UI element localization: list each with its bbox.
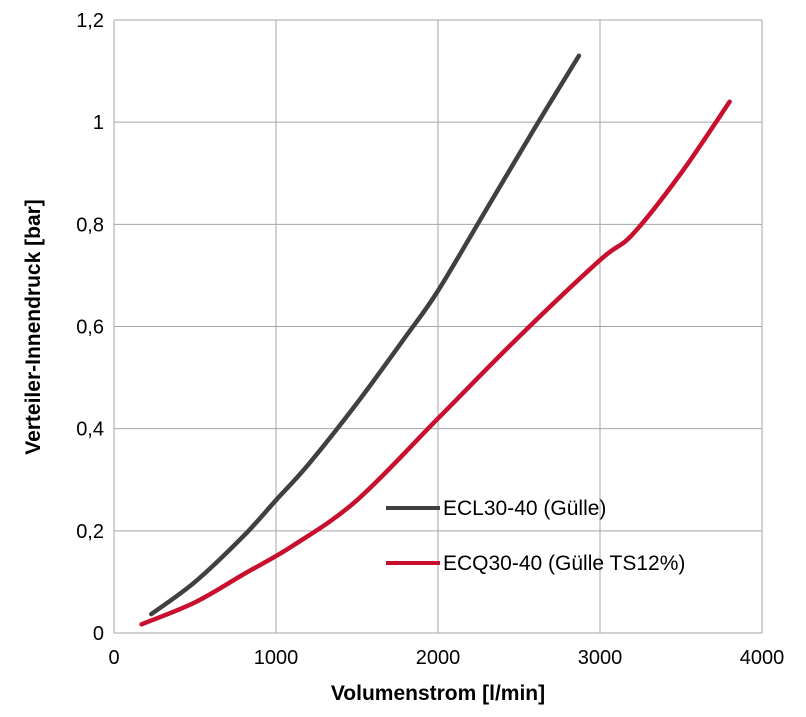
tick-labels: 0 1000 2000 3000 4000 0 0,2 0,4 0,6 0,8 1 1,2	[76, 10, 784, 669]
legend: ECL30-40 (Gülle) ECQ30-40 (Gülle TS12%)	[386, 497, 685, 575]
x-axis-title: Volumenstrom [l/min]	[331, 682, 545, 705]
y-tick-label: 0,2	[76, 521, 104, 543]
y-tick-label: 1	[93, 112, 104, 134]
series-lines	[139, 53, 732, 627]
x-tick-label: 2000	[416, 647, 461, 669]
legend-label-ecq: ECQ30-40 (Gülle TS12%)	[443, 552, 685, 575]
x-tick-label: 4000	[740, 647, 785, 669]
grid	[113, 19, 763, 634]
legend-label-ecl: ECL30-40 (Gülle)	[443, 497, 606, 520]
y-tick-label: 1,2	[76, 10, 104, 32]
series-line-0	[149, 53, 582, 617]
x-tick-label: 3000	[578, 647, 623, 669]
series-line-1	[139, 99, 732, 627]
y-tick-label: 0,4	[76, 419, 104, 441]
y-tick-label: 0,6	[76, 317, 104, 339]
y-tick-label: 0	[93, 623, 104, 645]
y-axis-title: Verteiler-Innendruck [bar]	[22, 199, 45, 455]
y-tick-label: 0,8	[76, 214, 104, 236]
x-tick-label: 1000	[254, 647, 299, 669]
axes	[113, 20, 762, 634]
x-tick-label: 0	[108, 647, 119, 669]
